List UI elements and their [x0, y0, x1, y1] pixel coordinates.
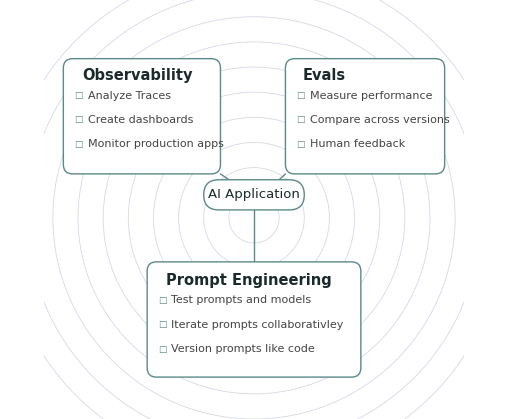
Text: Monitor production apps: Monitor production apps [88, 139, 224, 149]
Text: Prompt Engineering: Prompt Engineering [166, 273, 332, 288]
Text: □: □ [74, 115, 82, 124]
Text: Version prompts like code: Version prompts like code [172, 344, 315, 354]
Text: Evals: Evals [302, 68, 345, 83]
Text: Compare across versions: Compare across versions [310, 115, 450, 125]
Text: Analyze Traces: Analyze Traces [88, 91, 171, 101]
Text: □: □ [296, 115, 304, 124]
Text: □: □ [74, 140, 82, 149]
FancyBboxPatch shape [204, 180, 304, 210]
Text: Create dashboards: Create dashboards [88, 115, 193, 125]
Text: Measure performance: Measure performance [310, 91, 432, 101]
Text: □: □ [157, 344, 166, 354]
FancyBboxPatch shape [64, 59, 220, 174]
Text: □: □ [157, 296, 166, 305]
Text: □: □ [74, 91, 82, 100]
Text: □: □ [157, 320, 166, 329]
Text: Observability: Observability [82, 68, 193, 83]
Text: □: □ [296, 91, 304, 100]
Text: Human feedback: Human feedback [310, 139, 405, 149]
Text: Test prompts and models: Test prompts and models [172, 295, 311, 305]
FancyBboxPatch shape [147, 262, 361, 377]
Text: □: □ [296, 140, 304, 149]
Text: AI Application: AI Application [208, 188, 300, 202]
FancyBboxPatch shape [285, 59, 444, 174]
Text: Iterate prompts collaborativley: Iterate prompts collaborativley [172, 320, 344, 330]
